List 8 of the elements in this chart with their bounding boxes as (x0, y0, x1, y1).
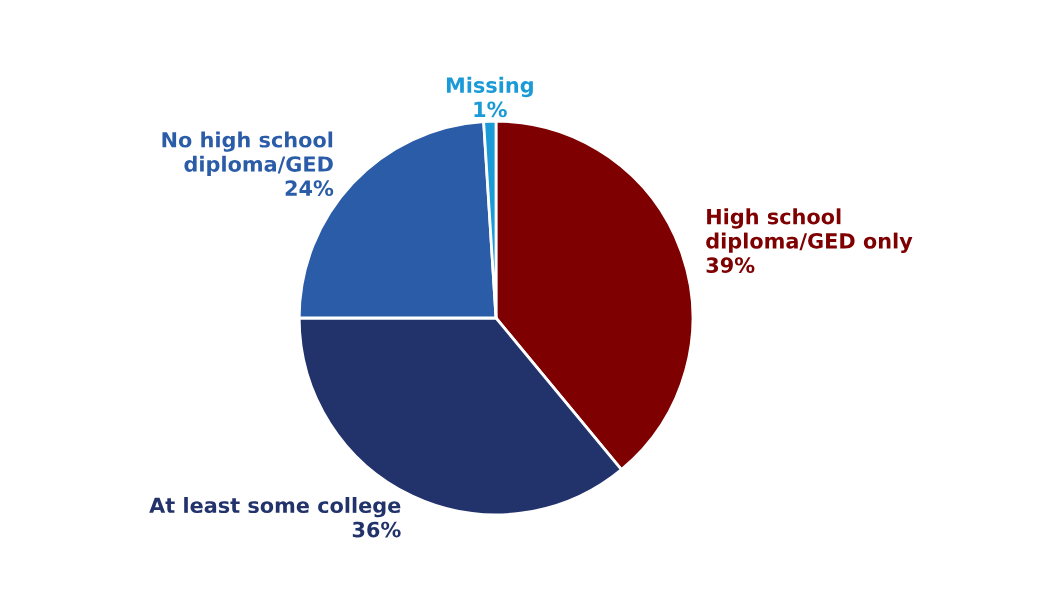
slice-label: No high school diploma/GED (162, 131, 333, 176)
data-label: 1% (474, 101, 507, 118)
slice-label: Missing (446, 76, 533, 98)
data-label: 24% (285, 180, 334, 197)
data-label: 39% (706, 257, 755, 273)
slice-label: High school diploma/GED only (706, 208, 913, 253)
slice-label: At least some college (149, 497, 401, 518)
data-label: 36% (352, 521, 401, 538)
